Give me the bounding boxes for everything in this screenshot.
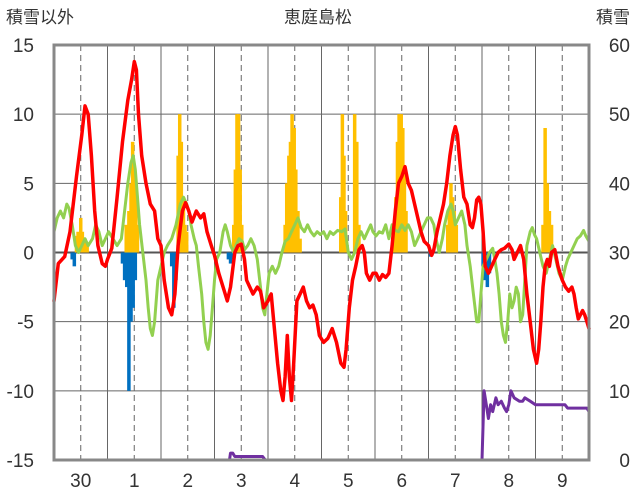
- precipitation-bar: [179, 141, 184, 253]
- precipitation-bar: [83, 238, 87, 253]
- precipitation-bar: [127, 211, 131, 253]
- precipitation-bar: [545, 183, 550, 253]
- precipitation-bar: [135, 224, 140, 253]
- snowfall-bar: [133, 252, 138, 281]
- precipitation-bar: [298, 238, 302, 253]
- snowfall-bar: [226, 252, 231, 260]
- snowfall-bar: [169, 252, 174, 267]
- precipitation-bar: [284, 183, 289, 253]
- snowfall-bar: [72, 252, 77, 267]
- x-tick-label: 3: [236, 471, 247, 492]
- snowfall-bar: [131, 252, 135, 308]
- x-tick-label: 7: [450, 471, 461, 492]
- x-tick-label: 4: [289, 471, 300, 492]
- snowfall-bar: [120, 252, 125, 264]
- y-left-tick-label: 0: [23, 244, 34, 265]
- precipitation-bar: [355, 141, 359, 253]
- bar-series: [70, 114, 554, 391]
- snowfall-bar: [122, 252, 127, 281]
- chart-title: 恵庭島松: [284, 8, 352, 28]
- precipitation-bar: [352, 114, 357, 253]
- precipitation-bar: [547, 211, 552, 253]
- y-left-tick-label: -15: [7, 451, 34, 472]
- y-left-tick-label: 5: [23, 174, 34, 195]
- snowfall-bar: [172, 252, 176, 308]
- precipitation-bar: [296, 211, 300, 253]
- precipitation-bar: [342, 155, 346, 253]
- snowfall-bar: [129, 252, 133, 322]
- y-left-tick-label: -10: [7, 382, 34, 403]
- x-tick-label: 8: [503, 471, 514, 492]
- precipitation-bar: [549, 224, 554, 253]
- dewpoint-line: [52, 154, 591, 351]
- x-tick-label: 2: [182, 471, 193, 492]
- plot-frame: [52, 43, 591, 462]
- precipitation-bar: [240, 224, 244, 253]
- precipitation-bar: [404, 211, 408, 253]
- precipitation-bar: [452, 211, 456, 253]
- precipitation-bar: [543, 128, 547, 253]
- x-tick-label: 5: [343, 471, 354, 492]
- precipitation-bar: [124, 224, 128, 253]
- y-left-label: 積雪以外: [6, 8, 74, 28]
- y-right-tick-label: 40: [609, 174, 630, 195]
- y-right-tick-label: 50: [609, 105, 630, 126]
- snowfall-bar: [70, 252, 74, 260]
- precipitation-bar: [541, 224, 545, 253]
- snowfall-bar: [487, 252, 492, 274]
- snowfall-bar: [228, 252, 233, 264]
- precipitation-bar: [294, 169, 298, 253]
- precipitation-bar: [184, 231, 189, 253]
- y-right-tick-label: 0: [619, 451, 630, 472]
- x-tick-label: 9: [557, 471, 568, 492]
- line-series: [52, 59, 591, 462]
- precipitation-bar: [454, 224, 459, 253]
- y-right-tick-label: 20: [609, 313, 630, 334]
- snowfall-bar: [125, 252, 129, 288]
- y-left-tick-label: 10: [13, 105, 34, 126]
- x-tick-label: 1: [129, 471, 140, 492]
- y-right-tick-label: 10: [609, 382, 630, 403]
- y-left-tick-label: -5: [17, 313, 34, 334]
- tick-labels: -15 -10 -5 0 5 10 15 0 10 20 30 40 50 60 30 1 2 3 4 5 6 7 8 9: [7, 36, 630, 492]
- precipitation-bar: [238, 169, 242, 253]
- y-right-tick-label: 60: [609, 36, 630, 57]
- snow-depth-line: [52, 389, 591, 462]
- x-tick-label: 30: [70, 471, 91, 492]
- y-left-tick-label: 15: [13, 36, 34, 57]
- precipitation-bar: [290, 114, 294, 253]
- y-right-label: 積雪: [596, 8, 630, 28]
- temperature-line: [52, 59, 591, 403]
- snowfall-bar: [127, 252, 131, 391]
- y-right-tick-label: 30: [609, 244, 630, 265]
- precipitation-bar: [85, 245, 89, 253]
- x-tick-label: 6: [396, 471, 407, 492]
- precipitation-bar: [76, 231, 80, 253]
